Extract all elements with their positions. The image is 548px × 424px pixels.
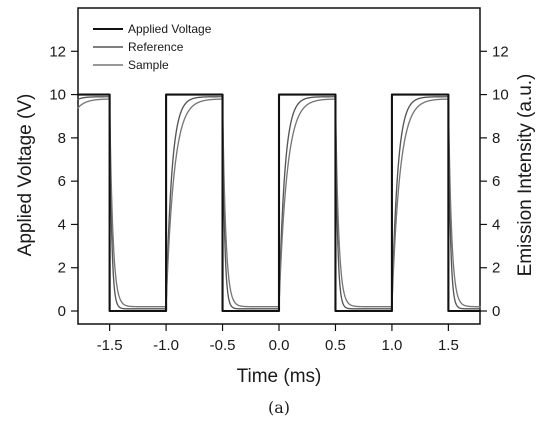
y-tick-label-left: 10 <box>49 87 66 104</box>
y-tick-label-right: 8 <box>492 130 500 147</box>
y-tick-label-left: 0 <box>58 303 66 320</box>
y-tick-label-right: 6 <box>492 173 500 190</box>
y-tick-label-left: 6 <box>58 173 66 190</box>
x-axis: -1.5 -1.0 -0.5 0.0 0.5 1.0 1.5 <box>97 324 459 354</box>
x-tick-label: 1.0 <box>381 337 402 354</box>
y-tick-label-left: 4 <box>58 216 66 233</box>
series-line-applied-voltage <box>76 93 482 313</box>
y-tick-label-right: 0 <box>492 303 500 320</box>
series-layer <box>76 93 482 313</box>
y-tick-label-right: 12 <box>492 43 509 60</box>
y-axis-title-left: Applied Voltage (V) <box>15 94 36 257</box>
legend-label-0: Applied Voltage <box>128 22 212 36</box>
y-tick-label-right: 10 <box>492 87 509 104</box>
y-axis-right: 0 2 4 6 8 10 12 <box>480 43 509 320</box>
legend: Applied Voltage Reference Sample <box>93 22 212 72</box>
x-tick-label: -1.0 <box>153 337 179 354</box>
y-tick-label-right: 4 <box>492 216 500 233</box>
x-axis-title: Time (ms) <box>237 366 322 387</box>
x-tick-label: 1.5 <box>438 337 459 354</box>
x-tick-label: 0.5 <box>325 337 346 354</box>
y-axis-left: 0 2 4 6 8 10 12 <box>49 43 78 320</box>
y-tick-label-right: 2 <box>492 260 500 277</box>
x-tick-label: 0.0 <box>269 337 290 354</box>
x-tick-label: -1.5 <box>97 337 123 354</box>
figure-caption: (a) <box>268 398 290 417</box>
legend-label-1: Reference <box>128 40 184 54</box>
x-tick-label: -0.5 <box>210 337 236 354</box>
y-axis-title-right: Emission Intensity (a.u.) <box>515 74 536 277</box>
y-tick-label-left: 8 <box>58 130 66 147</box>
y-tick-label-left: 12 <box>49 43 66 60</box>
legend-label-2: Sample <box>128 58 169 72</box>
y-tick-label-left: 2 <box>58 260 66 277</box>
